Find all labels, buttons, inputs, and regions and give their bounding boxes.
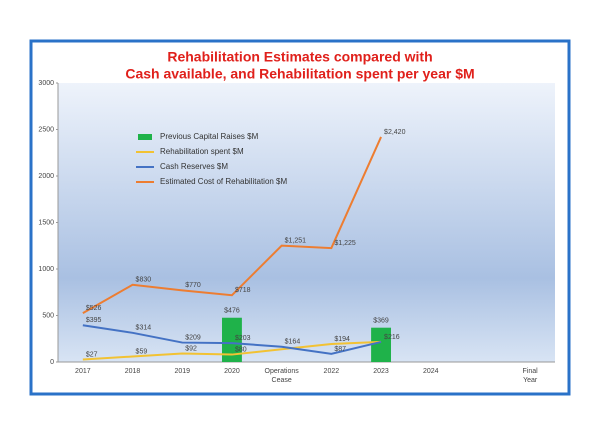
line [82,340,382,361]
data-label: $92 [185,345,197,352]
data-label: $194 [334,336,350,343]
data-label: $27 [86,351,98,358]
y-tick-label: 0 [50,359,54,366]
data-label: $830 [136,277,152,284]
data-label: $209 [185,334,201,341]
x-tick-label: 2020 [224,368,240,375]
data-label: $80 [235,346,247,353]
bar [371,327,391,362]
data-label: $770 [185,282,201,289]
legend-swatch [138,134,152,140]
legend-label: Cash Reserves $M [160,162,228,171]
y-tick-label: 2000 [38,173,54,180]
x-tick-label: Final Year [523,368,539,384]
bar [222,317,242,362]
data-label: $526 [86,305,102,312]
data-label: $314 [136,325,152,332]
data-label: $216 [384,334,400,341]
plot-area [58,83,555,362]
line [82,324,382,355]
data-label: $369 [373,318,389,325]
data-label: $1,225 [334,240,356,247]
chart-title: Rehabilitation Estimates compared with [167,49,432,65]
data-label: $164 [285,339,301,346]
y-tick-label: 500 [42,312,54,319]
x-tick-label: 2024 [423,368,439,375]
legend-label: Previous Capital Raises $M [160,132,259,141]
data-label: $476 [224,308,240,315]
legend-label: Estimated Cost of Rehabilitation $M [160,177,288,186]
data-label: $59 [136,348,148,355]
x-tick-label: 2022 [324,368,340,375]
data-label: $718 [235,287,251,294]
data-label: $395 [86,317,102,324]
line [82,136,382,314]
x-tick-label: Operations Cease [265,368,300,384]
y-tick-label: 3000 [38,80,54,87]
y-tick-label: 2500 [38,126,54,133]
x-tick-label: 2023 [373,368,389,375]
y-tick-label: 1000 [38,266,54,273]
legend-label: Rehabilitation spent $M [160,147,244,156]
chart-title: Cash available, and Rehabilitation spent… [125,66,474,82]
data-label: $203 [235,335,251,342]
y-tick-label: 1500 [38,219,54,226]
data-label: $2,420 [384,129,406,136]
x-tick-label: 2019 [174,368,190,375]
x-tick-label: 2018 [125,368,141,375]
data-label: $1,251 [285,238,307,245]
x-tick-label: 2017 [75,368,91,375]
data-label: $87 [334,346,346,353]
